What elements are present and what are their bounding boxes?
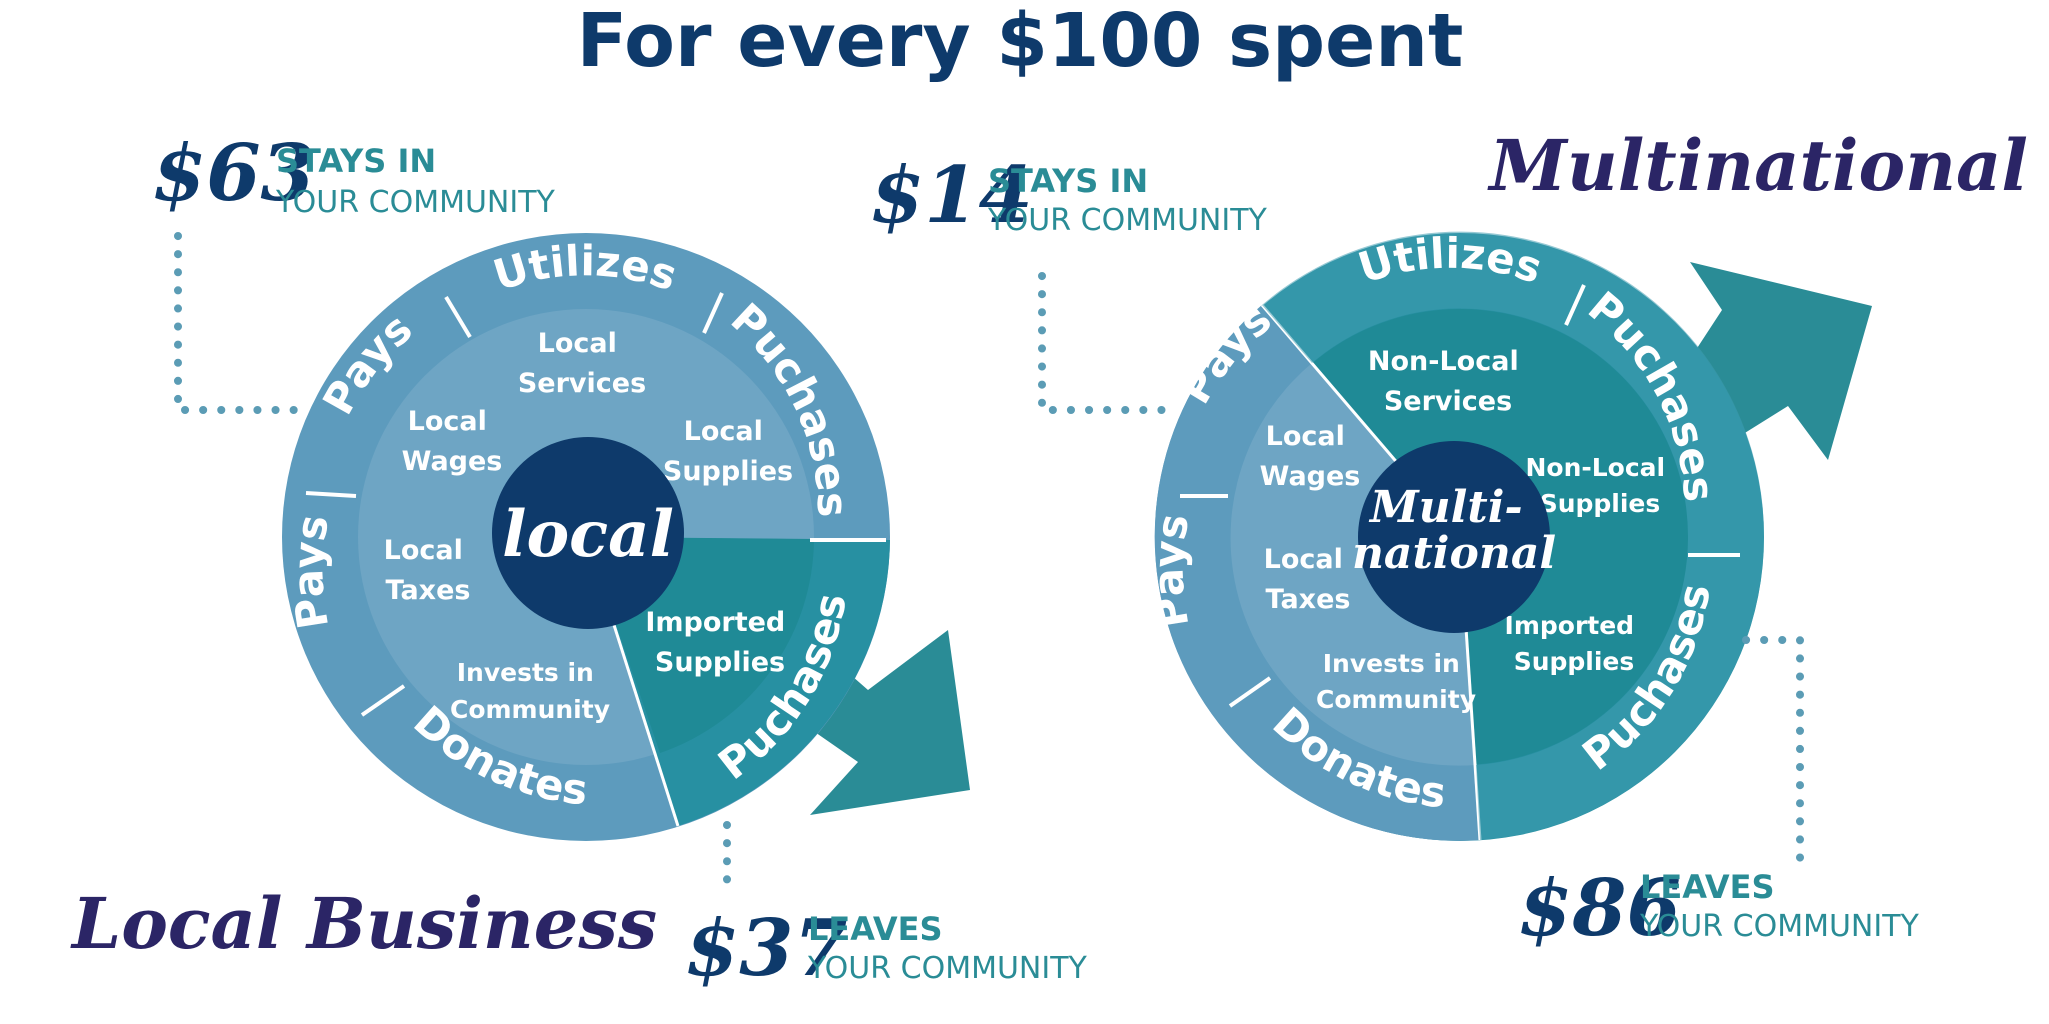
leaves-amount: $86: [1518, 863, 1681, 954]
inner-label-supplies: Non-Local Supplies: [1525, 452, 1674, 518]
ring-divider: [1564, 284, 1586, 326]
ring-label-pays: Pays: [283, 511, 338, 632]
page-title: For every $100 spent: [577, 0, 1464, 84]
inner-label-supplies: Local Supplies: [663, 416, 793, 487]
ring-divider: [360, 684, 406, 717]
leaves-amount: $37: [685, 903, 848, 994]
stays-amount: $14: [870, 150, 1033, 241]
ring-divider: [1228, 676, 1272, 708]
community-label: YOUR COMMUNITY: [275, 185, 556, 220]
ring-divider: [305, 491, 357, 498]
leaves-label: LEAVES: [1640, 868, 1775, 906]
multi-divider: [1260, 304, 1402, 467]
leaves-connector: [1742, 636, 1804, 872]
leaves-label: LEAVES: [808, 910, 943, 948]
inner-label-wages: Local Wages: [402, 406, 503, 477]
local-hub: [492, 437, 684, 629]
ring-label-pays: Pays: [1144, 510, 1199, 631]
stays-label: STAYS IN: [988, 162, 1148, 200]
local-business-diagram: Utilizes Puchases Pays Pays Donates Puch…: [70, 128, 1088, 994]
multi-hub: [1358, 441, 1550, 633]
inner-label-services: Local Services: [518, 328, 646, 399]
inner-label-invests: Invests in Community: [1316, 648, 1476, 714]
stays-connector: [1038, 272, 1174, 414]
inner-label-wages: Local Wages: [1260, 421, 1361, 492]
community-label: YOUR COMMUNITY: [1639, 909, 1920, 944]
inner-label-taxes: Local Taxes: [1264, 544, 1353, 615]
ring-divider: [702, 292, 724, 334]
inner-label-taxes: Local Taxes: [384, 535, 473, 606]
inner-label-imported: Imported Supplies: [645, 607, 794, 678]
hub-label: local: [502, 497, 674, 572]
community-label: YOUR COMMUNITY: [807, 951, 1088, 986]
multinational-diagram: Utilizes Puchases Pays Pays Donates Puch…: [870, 124, 2028, 954]
stays-amount: $63: [152, 128, 315, 219]
inner-label-imported: Imported Supplies: [1505, 610, 1644, 676]
inner-label-services: Non-Local Services: [1368, 346, 1528, 417]
multi-stay-band: [1154, 305, 1480, 841]
local-business-heading: Local Business: [70, 882, 657, 965]
stays-connector: [174, 232, 304, 414]
stays-label: STAYS IN: [276, 142, 436, 180]
inner-label-invests: Invests in Community: [450, 657, 610, 724]
ring-divider: [444, 295, 472, 339]
hub-label: Multi- national: [1352, 482, 1556, 579]
multi-ring-band: [1476, 537, 1764, 840]
multi-ring-band: [1262, 231, 1765, 537]
multinational-heading: Multinational: [1487, 124, 2028, 207]
community-label: YOUR COMMUNITY: [987, 203, 1268, 238]
